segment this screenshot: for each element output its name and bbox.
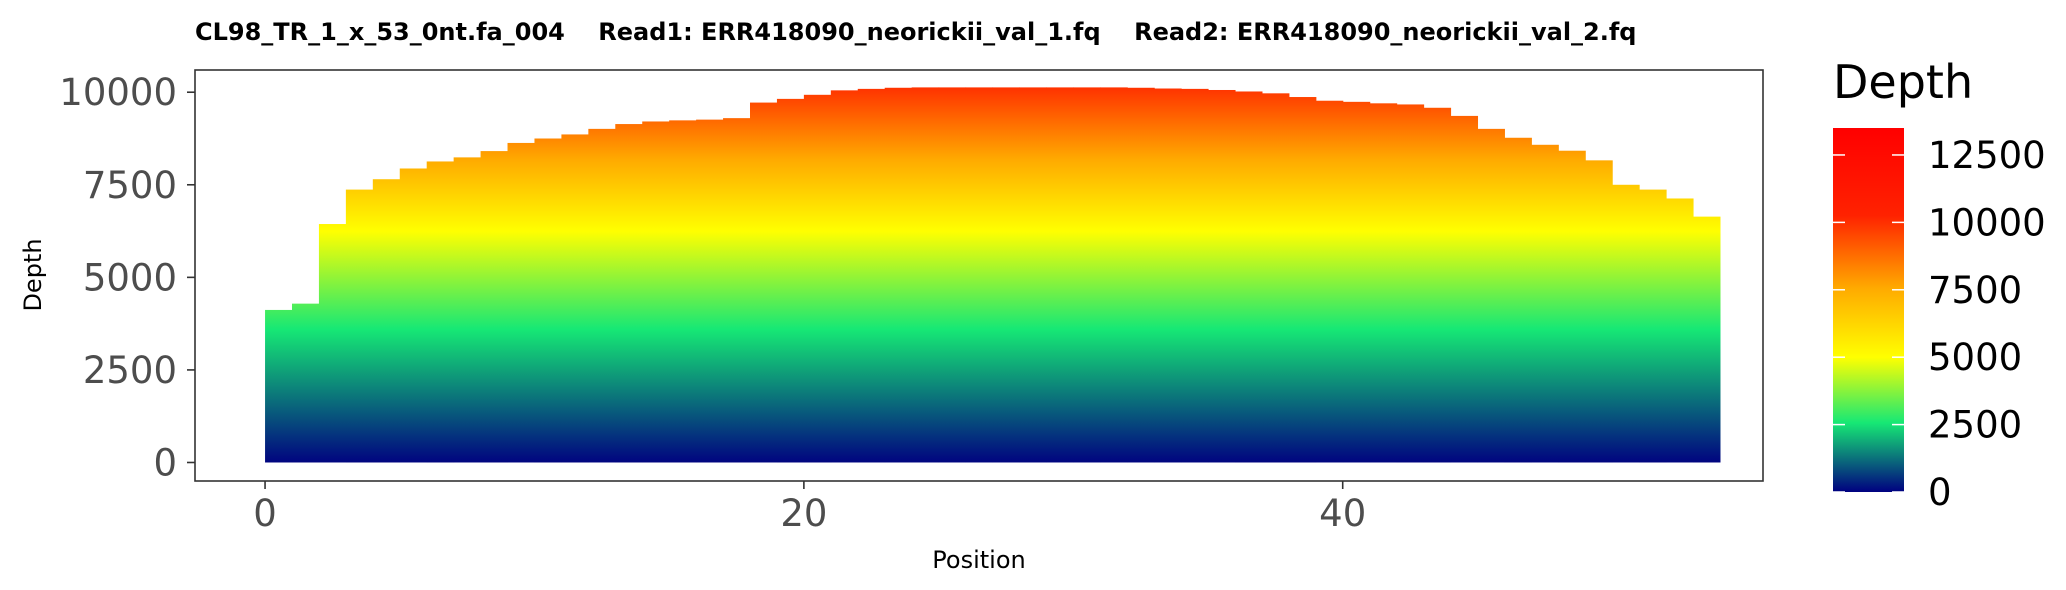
x-tick-label: 20 [780,492,827,535]
depth-bar [911,87,940,463]
depth-bar [776,98,805,463]
legend-title: Depth [1833,55,1973,109]
legend-label: 7500 [1928,269,2022,312]
depth-bar [965,87,994,463]
depth-bar [345,189,374,463]
depth-bar [1585,160,1613,463]
legend-label: 2500 [1928,404,2022,447]
depth-bar [1234,91,1263,463]
depth-bar [1639,189,1667,463]
x-tick-label: 40 [1319,492,1366,535]
depth-bar [1046,87,1074,463]
x-tick-label: 0 [253,492,277,535]
depth-bar [265,309,293,463]
y-tick-label: 0 [153,441,177,484]
depth-bar [696,119,724,463]
depth-bar [318,224,347,463]
legend-colorbar [1833,128,1904,492]
depth-bar [1288,97,1317,463]
depth-bar [1073,87,1101,463]
depth-bar [1477,128,1505,463]
depth-bar [884,87,913,463]
depth-bar [1315,100,1344,463]
depth-bar [372,179,401,463]
legend: Depth 0 2500 5000 7500 10000 12500 [1833,55,2046,514]
depth-bar [291,303,320,463]
legend-label: 10000 [1928,201,2046,244]
depth-bar [1612,184,1640,463]
depth-bar [830,90,859,463]
depth-bar [615,124,643,463]
depth-bar [803,94,832,463]
depth-bar [588,128,616,463]
x-axis: 0 20 40 [253,481,1366,535]
depth-bar [426,161,455,463]
depth-bar [1208,89,1236,463]
chart-title: CL98_TR_1_x_53_0nt.fa_004 Read1: ERR4180… [195,18,1636,46]
y-axis: 0 2500 5000 7500 10000 [59,71,195,484]
legend-label: 5000 [1928,336,2022,379]
depth-bar [1423,107,1452,463]
depth-bar [1558,150,1586,463]
depth-bar [992,87,1021,463]
legend-label: 12500 [1928,134,2046,177]
depth-bar [1127,87,1155,463]
depth-bar [399,168,428,463]
depth-bar [1531,144,1559,463]
depth-bar [507,142,536,463]
depth-bar [857,88,886,463]
depth-bar [480,151,509,463]
depth-bar [453,157,482,463]
depth-bar [1019,87,1047,463]
y-tick-label: 10000 [59,71,177,114]
depth-bar [1154,88,1182,463]
depth-bar [1450,115,1479,463]
depth-bar [723,118,751,463]
depth-bar [1504,137,1532,463]
depth-bar [1666,198,1694,463]
y-tick-label: 5000 [83,256,177,299]
depth-bar [1100,87,1128,463]
depth-bar [1396,104,1425,463]
y-axis-title: Depth [19,238,47,311]
depth-bar [642,121,670,463]
depth-bar [669,120,697,463]
depth-bar [534,138,562,463]
depth-bar [1369,103,1398,463]
depth-bar [938,87,967,463]
depth-bar [561,134,589,463]
depth-bar [1692,216,1721,463]
depth-bar [1261,93,1290,463]
y-tick-label: 2500 [83,349,177,392]
depth-area [265,87,1721,463]
depth-bar [1342,101,1371,463]
x-axis-title: Position [932,546,1025,574]
y-tick-label: 7500 [83,164,177,207]
legend-label: 0 [1928,471,1952,514]
depth-bar [750,102,778,463]
legend-ticks: 0 2500 5000 7500 10000 12500 [1833,134,2046,514]
depth-bar [1181,88,1209,463]
